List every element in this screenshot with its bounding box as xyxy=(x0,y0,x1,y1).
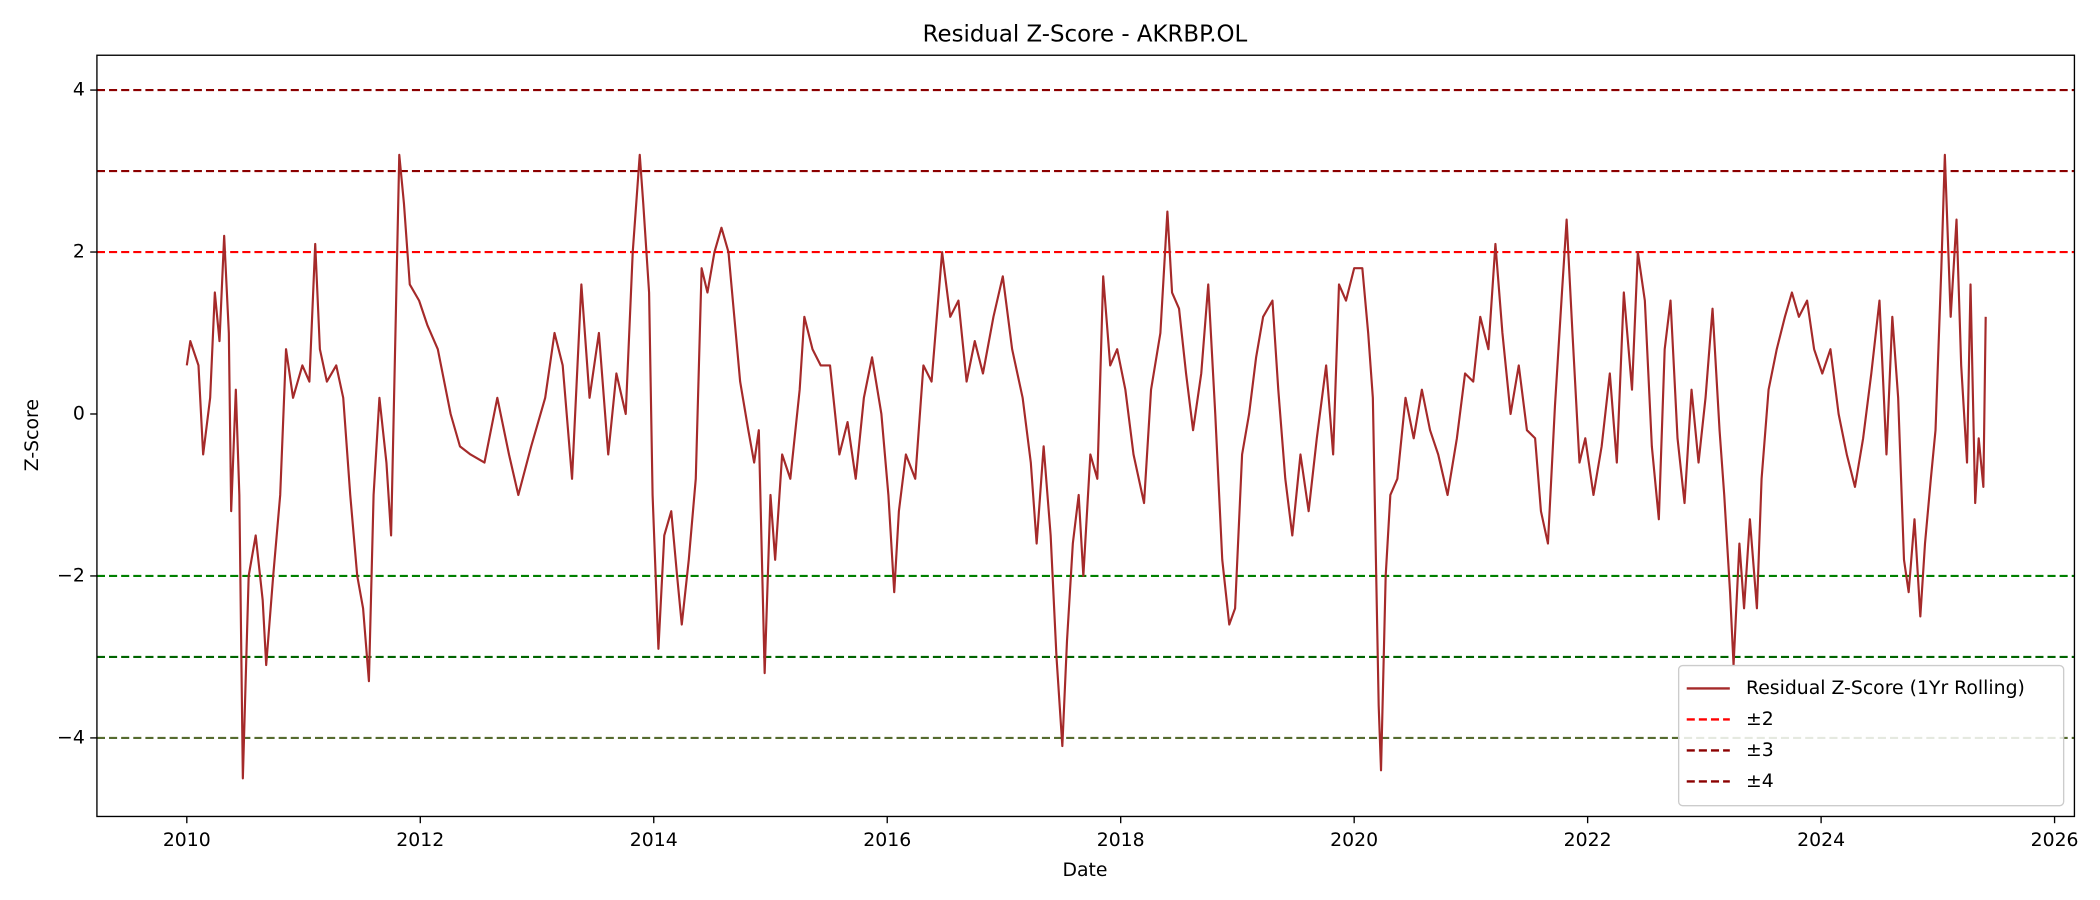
legend-label: ±4 xyxy=(1746,771,1774,792)
x-tick-label: 2016 xyxy=(863,830,911,851)
x-axis-label: Date xyxy=(1062,860,1107,881)
x-tick-label: 2020 xyxy=(1330,830,1378,851)
x-tick-label: 2012 xyxy=(396,830,444,851)
y-tick-label: −4 xyxy=(57,727,85,748)
legend-label: ±2 xyxy=(1746,709,1774,730)
legend-box xyxy=(1677,664,2065,807)
series-line xyxy=(185,153,1987,780)
legend-label: ±3 xyxy=(1746,740,1774,761)
chart-title: Residual Z-Score - AKRBP.OL xyxy=(923,22,1248,48)
x-tick-label: 2024 xyxy=(1797,830,1845,851)
x-tick-label: 2010 xyxy=(163,830,211,851)
x-tick-label: 2018 xyxy=(1097,830,1145,851)
x-tick-label: 2014 xyxy=(630,830,678,851)
y-tick-label: −2 xyxy=(57,565,85,586)
legend-label: Residual Z-Score (1Yr Rolling) xyxy=(1746,678,2025,699)
y-axis-label: Z-Score xyxy=(22,399,43,471)
y-tick-label: 2 xyxy=(73,242,85,263)
y-tick-label: 0 xyxy=(73,403,85,424)
y-tick-label: 4 xyxy=(73,80,85,101)
x-tick-label: 2026 xyxy=(2031,830,2079,851)
plot-frame xyxy=(96,54,2076,818)
x-tick-label: 2022 xyxy=(1564,830,1612,851)
